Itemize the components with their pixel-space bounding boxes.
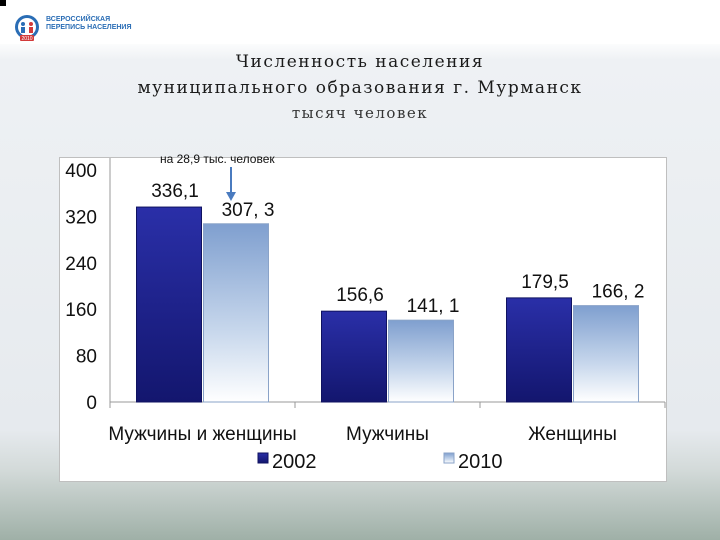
data-label-2010-1: 307, 3 <box>222 200 275 221</box>
y-tick-label: 80 <box>76 347 97 368</box>
bar-2010-2 <box>388 319 454 403</box>
annotation-group: на 28,9 тыс. человек <box>160 152 275 201</box>
legend-swatch-2010 <box>443 452 455 464</box>
census-logo-icon: 2010 <box>15 15 39 42</box>
legend-label-2002: 2002 <box>272 451 317 473</box>
top-bar: 2010 ВСЕРОССИЙСКАЯ ПЕРЕПИСЬ НАСЕЛЕНИЯ <box>0 0 720 44</box>
data-label-2010-3: 166, 2 <box>592 282 645 303</box>
annotation-label: на 28,9 тыс. человек <box>160 152 275 166</box>
x-category-label: Мужчины <box>346 424 429 445</box>
x-category-label: Женщины <box>528 424 617 445</box>
y-tick-label: 320 <box>65 207 97 228</box>
data-label-2002-1: 336,1 <box>151 181 199 202</box>
annotation-arrow-head <box>226 192 236 201</box>
census-logo: 2010 ВСЕРОССИЙСКАЯ ПЕРЕПИСЬ НАСЕЛЕНИЯ <box>12 12 132 42</box>
bar-2002-2 <box>321 310 387 403</box>
logo-year: 2010 <box>21 36 32 42</box>
y-tick-label: 0 <box>86 393 97 414</box>
subtitle: тысяч человек <box>291 104 429 122</box>
title-line-2: муниципального образования г. Мурманск <box>137 78 583 98</box>
data-label-2002-2: 156,6 <box>336 285 384 306</box>
data-label-2010-2: 141, 1 <box>407 296 460 317</box>
bar-2010-1 <box>203 223 269 403</box>
bar-2002-1 <box>136 206 202 403</box>
data-label-2002-3: 179,5 <box>521 272 569 293</box>
bar-2010-3 <box>573 305 639 403</box>
bar-2002-3 <box>506 297 572 403</box>
corner-mark <box>0 0 6 6</box>
y-tick-label: 240 <box>65 254 97 275</box>
title-line-1: Численность населения <box>235 52 485 72</box>
y-tick-label: 400 <box>65 161 97 182</box>
logo-text: ВСЕРОССИЙСКАЯ ПЕРЕПИСЬ НАСЕЛЕНИЯ <box>46 16 132 31</box>
legend-swatch-2002 <box>257 452 269 464</box>
legend-label-2010: 2010 <box>458 451 503 473</box>
y-tick-label: 160 <box>65 300 97 321</box>
x-category-label: Мужчины и женщины <box>108 424 296 445</box>
